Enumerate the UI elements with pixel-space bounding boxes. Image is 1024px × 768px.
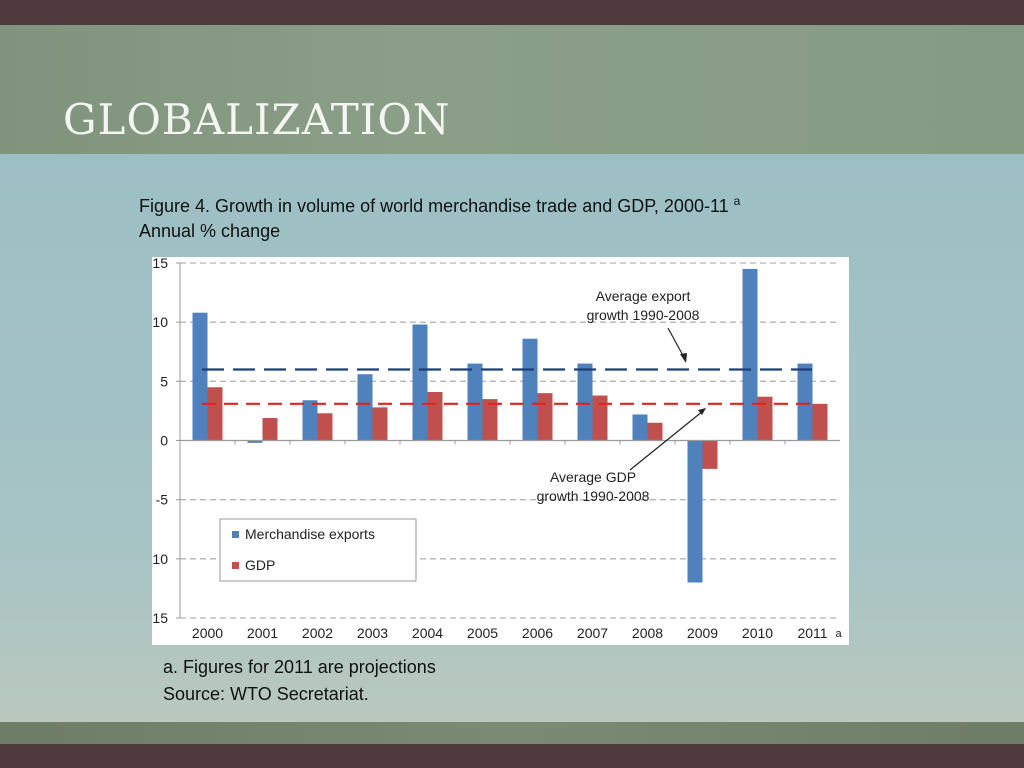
y-tick-label: 15: [152, 257, 168, 271]
x-tick-label: 2006: [522, 625, 553, 641]
bar-gdp: [812, 403, 828, 441]
bar-merchandise-exports: [357, 374, 373, 441]
bar-chart: 15 10 5 0 -5 10 15 2000 2001 2002 2003 2004 2005 2006…: [152, 255, 843, 641]
avg-export-arrowhead: [680, 353, 687, 363]
y-tick-label: 5: [160, 373, 168, 389]
avg-gdp-arrowhead: [698, 408, 706, 415]
x-tick-label: 2009: [687, 625, 718, 641]
legend-swatch-exports: [232, 531, 239, 538]
avg-export-label-line2: growth 1990-2008: [587, 307, 700, 323]
bar-merchandise-exports: [632, 414, 648, 441]
x-tick-label: 2000: [192, 625, 223, 641]
x-tick-label: 2003: [357, 625, 388, 641]
y-tick-label: 15: [152, 610, 168, 626]
chart-area: 15 10 5 0 -5 10 15 2000 2001 2002 2003 2004 2005 2006…: [152, 255, 849, 645]
legend-label-gdp: GDP: [245, 557, 275, 573]
bar-gdp: [482, 399, 498, 441]
x-tick-label: 2002: [302, 625, 333, 641]
bar-gdp: [647, 422, 663, 441]
y-tick-label: 10: [152, 314, 168, 330]
legend-swatch-gdp: [232, 562, 239, 569]
bar-merchandise-exports: [797, 363, 813, 441]
avg-gdp-label-line1: Average GDP: [550, 469, 636, 485]
reference-lines: [202, 368, 812, 405]
bar-gdp: [372, 407, 388, 441]
bar-merchandise-exports: [522, 338, 538, 441]
title-band: [0, 25, 1024, 154]
figure-subcaption: Annual % change: [139, 221, 281, 241]
x-tick-label: 2008: [632, 625, 663, 641]
bottom-bar: [0, 744, 1024, 768]
slide-title: GLOBALIZATION: [63, 95, 451, 144]
x-tick-label: 2007: [577, 625, 608, 641]
figure-caption-text: Figure 4. Growth in volume of world merc…: [139, 196, 729, 216]
x-tick-label: 2011: [797, 625, 827, 641]
x-tick-superscript: a: [836, 628, 843, 640]
legend-label-exports: Merchandise exports: [245, 526, 375, 542]
bar-merchandise-exports: [192, 312, 208, 441]
bar-merchandise-exports: [412, 324, 428, 441]
bar-gdp: [702, 440, 718, 469]
bar-merchandise-exports: [247, 440, 263, 443]
footnote-projection: a. Figures for 2011 are projections: [163, 657, 436, 677]
legend: Merchandise exports GDP: [219, 518, 417, 582]
bar-gdp: [757, 396, 773, 441]
y-tick-label: -5: [156, 492, 169, 508]
x-tick-label: 2005: [467, 625, 498, 641]
figure-caption: Figure 4. Growth in volume of world merc…: [139, 194, 740, 217]
top-bar: [0, 0, 1024, 25]
bar-gdp: [262, 418, 278, 441]
source-note: Source: WTO Secretariat.: [163, 684, 369, 704]
y-tick-label: 0: [160, 433, 168, 449]
x-tick-label: 2010: [742, 625, 773, 641]
bar-merchandise-exports: [302, 400, 318, 441]
y-tick-label: 10: [152, 551, 168, 567]
bar-gdp: [317, 413, 333, 441]
figure-caption-superscript: a: [733, 194, 741, 208]
legend-box: [219, 518, 417, 582]
bar-gdp: [537, 393, 553, 441]
x-tick-label: 2004: [412, 625, 443, 641]
bar-merchandise-exports: [577, 363, 593, 441]
bottom-band: [0, 722, 1024, 744]
x-tick-label: 2001: [247, 625, 278, 641]
bar-merchandise-exports: [687, 440, 703, 583]
bar-merchandise-exports: [467, 363, 483, 441]
avg-gdp-arrow: [629, 410, 704, 471]
bar-merchandise-exports: [742, 268, 758, 441]
avg-export-label-line1: Average export: [596, 288, 691, 304]
avg-gdp-label-line2: growth 1990-2008: [537, 488, 650, 504]
bar-gdp: [592, 395, 608, 441]
bar-gdp: [427, 391, 443, 441]
axes: 15 10 5 0 -5 10 15 2000 2001 2002 2003 2004 2005 2006…: [152, 255, 843, 641]
bar-gdp: [207, 387, 223, 441]
